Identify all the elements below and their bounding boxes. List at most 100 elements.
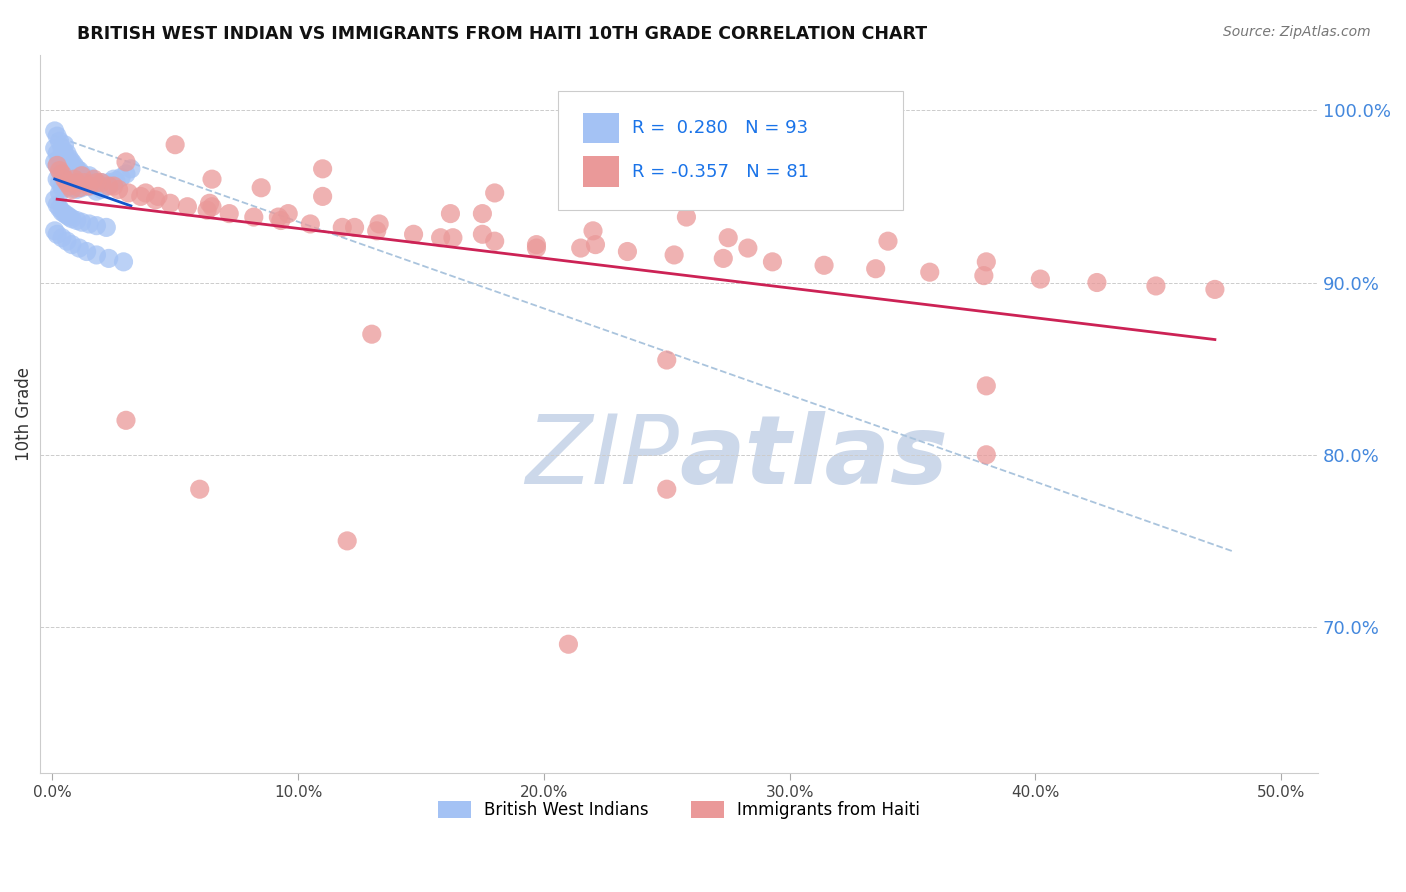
Point — [159, 196, 181, 211]
Point — [569, 241, 592, 255]
Point — [77, 217, 100, 231]
Point — [441, 231, 464, 245]
Point — [48, 176, 70, 190]
Point — [76, 172, 98, 186]
Point — [198, 196, 221, 211]
Point — [86, 219, 108, 233]
Point — [60, 172, 83, 186]
Point — [96, 220, 118, 235]
Point — [48, 152, 70, 166]
Point — [48, 163, 70, 178]
Point — [67, 170, 90, 185]
Point — [56, 172, 79, 186]
Point — [813, 258, 835, 272]
Point — [484, 186, 506, 200]
Point — [53, 146, 76, 161]
Point — [865, 261, 887, 276]
Point — [56, 146, 79, 161]
Point — [73, 170, 96, 185]
Point — [129, 189, 152, 203]
Point — [77, 176, 100, 190]
Point — [67, 241, 90, 255]
Point — [973, 268, 995, 283]
Point — [51, 167, 73, 181]
Point — [53, 172, 76, 186]
Point — [243, 210, 266, 224]
Point — [176, 200, 198, 214]
Point — [58, 179, 80, 194]
Point — [56, 155, 79, 169]
Point — [53, 172, 76, 186]
Point — [67, 163, 90, 178]
Point — [60, 155, 83, 169]
Point — [51, 181, 73, 195]
Point — [46, 146, 69, 161]
Point — [1204, 282, 1226, 296]
Point — [97, 176, 120, 190]
Point — [66, 169, 89, 183]
Point — [48, 134, 70, 148]
Point — [974, 379, 997, 393]
Point — [56, 208, 79, 222]
Point — [1085, 276, 1108, 290]
Point — [70, 215, 93, 229]
Point — [76, 179, 98, 194]
Point — [90, 176, 112, 190]
Point — [80, 172, 103, 186]
Point — [44, 141, 66, 155]
Point — [526, 237, 548, 252]
Point — [51, 231, 73, 245]
Point — [86, 248, 108, 262]
FancyBboxPatch shape — [558, 91, 903, 210]
Point — [195, 203, 218, 218]
Point — [46, 227, 69, 242]
Point — [145, 193, 167, 207]
Legend: British West Indians, Immigrants from Haiti: British West Indians, Immigrants from Ha… — [432, 795, 927, 826]
Point — [218, 206, 240, 220]
Point — [1144, 279, 1167, 293]
Point — [73, 176, 96, 190]
Point — [48, 163, 70, 178]
Point — [100, 178, 122, 192]
Text: atlas: atlas — [679, 411, 948, 504]
Point — [77, 179, 100, 194]
Point — [44, 224, 66, 238]
Point — [51, 205, 73, 219]
Point — [336, 533, 359, 548]
Point — [557, 637, 579, 651]
Point — [53, 181, 76, 195]
Point — [90, 182, 112, 196]
Point — [201, 172, 224, 186]
Point — [58, 178, 80, 192]
Point — [311, 189, 333, 203]
Point — [107, 182, 129, 196]
Point — [86, 184, 108, 198]
Point — [360, 327, 382, 342]
Point — [761, 255, 783, 269]
Point — [86, 178, 108, 192]
Point — [655, 353, 678, 368]
Point — [46, 172, 69, 186]
Point — [60, 211, 83, 226]
Point — [60, 163, 83, 178]
Point — [70, 169, 93, 183]
Point — [974, 448, 997, 462]
Point — [53, 163, 76, 178]
Point — [63, 176, 86, 190]
Point — [66, 182, 89, 196]
Point — [48, 202, 70, 216]
Point — [70, 181, 93, 195]
Point — [662, 248, 685, 262]
Point — [48, 186, 70, 200]
Bar — [583, 156, 619, 186]
Point — [402, 227, 425, 242]
Point — [366, 224, 388, 238]
Point — [711, 252, 734, 266]
Point — [97, 252, 120, 266]
Point — [675, 210, 697, 224]
Point — [58, 152, 80, 166]
Point — [46, 198, 69, 212]
Point — [616, 244, 638, 259]
Point — [299, 217, 322, 231]
Point — [110, 170, 132, 185]
